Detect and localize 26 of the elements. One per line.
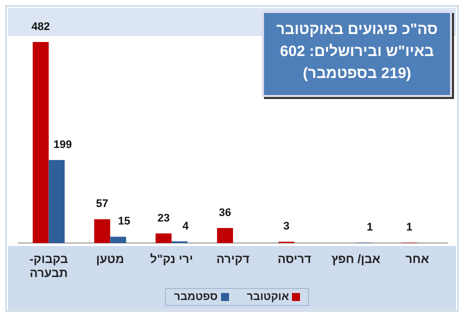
legend-label: ספטמבר (174, 291, 218, 303)
data-label: 199 (54, 139, 72, 152)
x-tick-label: דריסה (276, 252, 312, 266)
x-tick-label: מטען (95, 252, 126, 266)
bar (94, 219, 110, 243)
data-label: 57 (96, 198, 108, 210)
bar (32, 42, 49, 243)
bar (156, 233, 172, 243)
data-label: 4 (182, 220, 190, 232)
data-label: 1 (366, 222, 373, 234)
data-label: 1 (406, 222, 412, 234)
bar (217, 228, 233, 243)
data-label: 15 (118, 216, 130, 228)
data-label: 23 (157, 212, 170, 224)
data-label: 3 (283, 220, 290, 233)
data-label: 482 (32, 21, 50, 33)
x-tick-label: דקירה (215, 252, 251, 266)
x-tick-label: ירי נק"ל (149, 252, 194, 266)
legend-label: אוקטובר (246, 291, 289, 303)
x-tick-label: בקבוק-תבערה (28, 252, 69, 280)
bar (110, 236, 126, 243)
data-label: 36 (218, 206, 232, 219)
x-tick-label: אבן/ חפץ (330, 252, 382, 266)
chart-title: סה"כ פיגועים באוקטובר באיו"ש ובירושלים: 602 (219 בספטמבר) (262, 11, 452, 97)
bar (48, 160, 65, 243)
x-tick-label: אחר (404, 252, 430, 266)
